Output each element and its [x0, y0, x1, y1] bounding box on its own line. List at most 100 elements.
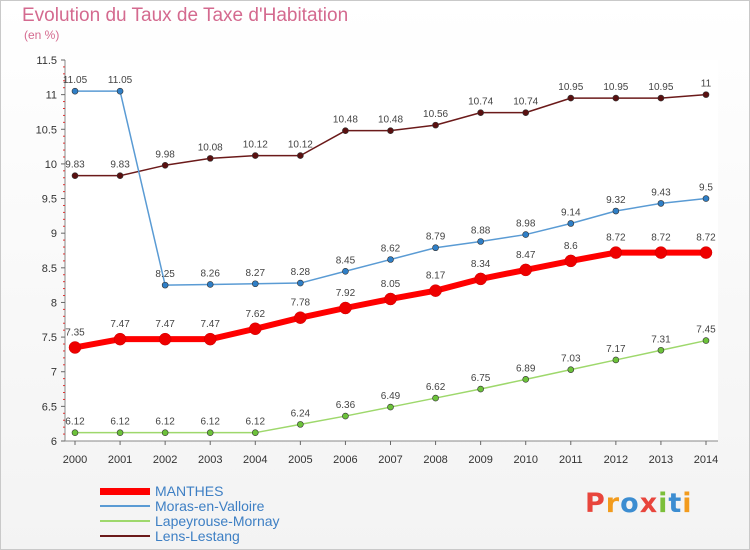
data-label: 11.05: [108, 75, 133, 86]
data-point: [387, 403, 394, 411]
data-point: [342, 127, 349, 134]
data-point: [432, 244, 439, 252]
data-label: 8.28: [291, 267, 311, 278]
data-point: [116, 429, 124, 436]
legend: MANTHES Moras-en-Valloire Lapeyrouse-Mor…: [100, 483, 360, 544]
data-label: 10.56: [423, 109, 448, 120]
data-point: [113, 332, 127, 346]
y-tick-label: 11.5: [36, 55, 57, 67]
data-label: 9.14: [561, 207, 581, 218]
data-point: [609, 246, 623, 259]
data-point: [71, 429, 79, 436]
legend-swatch: [100, 488, 150, 495]
x-tick-label: 2014: [694, 454, 718, 466]
data-label: 6.75: [471, 373, 491, 384]
data-label: 8.79: [426, 232, 446, 243]
data-label: 7.78: [291, 298, 311, 309]
data-point: [116, 87, 124, 95]
data-label: 7.31: [651, 334, 671, 345]
x-tick-label: 2012: [604, 454, 628, 466]
legend-swatch: [100, 505, 150, 507]
logo-letter: r: [605, 488, 621, 519]
data-label: 10.74: [513, 97, 538, 108]
proxiti-logo: Proxiti: [585, 488, 693, 519]
data-point: [432, 121, 439, 129]
chart-title: Evolution du Taux de Taxe d'Habitation: [22, 5, 349, 26]
y-tick-label: 10.5: [36, 124, 57, 136]
data-label: 7.03: [561, 354, 581, 365]
data-point: [522, 109, 530, 116]
data-label: 8.34: [471, 259, 491, 270]
logo-letter: x: [639, 488, 659, 519]
data-label: 10.08: [198, 142, 223, 153]
data-point: [522, 231, 530, 238]
data-label: 9.98: [155, 149, 175, 160]
data-label: 8.88: [471, 225, 491, 236]
data-point: [477, 238, 484, 245]
data-label: 10.12: [288, 140, 313, 151]
plot-area: [65, 60, 718, 441]
data-label: 6.12: [200, 417, 220, 428]
data-label: 7.35: [65, 327, 85, 338]
data-point: [567, 220, 575, 227]
logo-letter: P: [585, 488, 606, 519]
data-label: 8.05: [381, 279, 401, 290]
x-tick-label: 2003: [198, 454, 222, 466]
legend-label: Lens-Lestang: [155, 528, 240, 544]
data-point: [339, 301, 352, 315]
data-point: [297, 279, 304, 287]
logo-letter: t: [668, 488, 683, 519]
data-point: [384, 292, 397, 306]
data-label: 8.98: [516, 219, 536, 230]
data-label: 8.62: [381, 244, 401, 255]
data-point: [702, 337, 710, 344]
data-point: [657, 200, 665, 207]
data-label: 11: [701, 79, 712, 90]
data-label: 8.47: [516, 250, 536, 261]
data-point: [249, 322, 262, 336]
data-label: 9.32: [606, 195, 626, 206]
data-point: [251, 152, 259, 159]
data-point: [612, 207, 620, 215]
data-label: 10.74: [468, 97, 493, 108]
data-point: [342, 267, 349, 275]
data-point: [297, 421, 304, 428]
data-point: [71, 172, 79, 179]
data-point: [477, 385, 484, 393]
x-tick-label: 2002: [153, 454, 177, 466]
legend-label: Moras-en-Valloire: [155, 498, 265, 514]
data-point: [161, 161, 169, 169]
y-tick-label: 7.5: [42, 332, 57, 344]
legend-swatch: [100, 520, 150, 522]
data-label: 6.36: [336, 400, 356, 411]
data-point: [251, 280, 259, 288]
x-tick-label: 2008: [423, 454, 447, 466]
data-label: 10.48: [333, 115, 358, 126]
data-label: 9.43: [651, 187, 671, 198]
data-label: 6.12: [65, 417, 85, 428]
data-label: 7.47: [200, 319, 220, 330]
data-label: 6.12: [155, 417, 175, 428]
x-tick-label: 2011: [559, 454, 583, 466]
data-point: [474, 272, 487, 286]
x-tick-label: 2007: [378, 454, 402, 466]
legend-swatch: [100, 535, 150, 537]
chart-unit: (en %): [24, 28, 60, 42]
data-point: [429, 284, 442, 297]
data-point: [387, 127, 394, 134]
data-label: 6.89: [516, 363, 536, 374]
data-label: 7.47: [110, 319, 130, 330]
data-point: [116, 172, 124, 179]
data-point: [206, 429, 214, 436]
data-point: [158, 332, 172, 346]
data-label: 7.47: [155, 319, 175, 330]
data-label: 8.6: [564, 241, 578, 252]
data-label: 7.17: [606, 344, 626, 355]
data-label: 10.95: [648, 82, 673, 93]
data-point: [251, 429, 259, 436]
data-point: [612, 94, 620, 102]
x-tick-label: 2004: [243, 454, 267, 466]
x-tick-label: 2006: [333, 454, 357, 466]
logo-letter: i: [658, 488, 669, 519]
